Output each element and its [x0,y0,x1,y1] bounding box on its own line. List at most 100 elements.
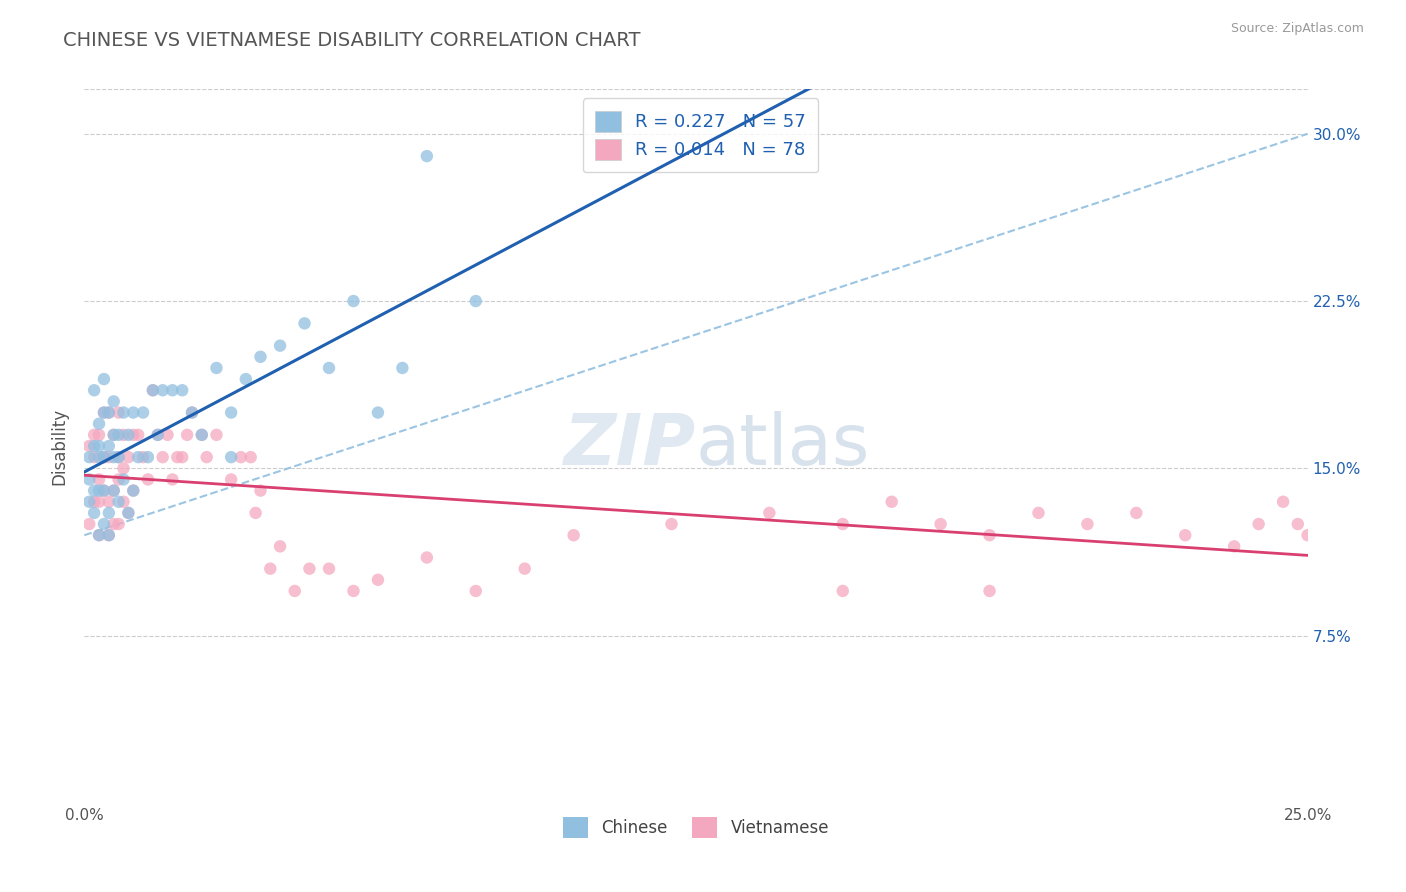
Point [93,483,115,498]
Point [367,573,389,587]
Point [87,427,110,442]
Point [229,450,252,464]
Point [929,516,952,531]
Point [979,583,1001,598]
Point [318,360,340,375]
Point [219,473,242,487]
Point [103,394,125,409]
Point [112,473,135,487]
Point [127,450,149,464]
Point [107,516,129,531]
Point [562,528,585,542]
Point [513,562,536,576]
Point [93,450,115,464]
Point [103,450,125,464]
Point [87,473,110,487]
Point [1247,516,1270,531]
Point [191,427,214,442]
Point [93,372,115,386]
Point [758,506,780,520]
Point [87,483,110,498]
Point [464,293,486,308]
Point [87,450,110,464]
Point [132,405,155,419]
Point [249,350,271,364]
Point [93,405,115,419]
Point [195,450,218,464]
Point [1272,494,1295,508]
Point [107,405,129,419]
Point [880,494,903,508]
Point [103,483,125,498]
Point [77,450,100,464]
Point [83,384,105,398]
Point [205,427,228,442]
Point [661,516,683,531]
Point [93,516,115,531]
Point [117,506,139,520]
Point [416,550,439,565]
Point [97,439,120,453]
Point [122,427,145,442]
Legend: Chinese, Vietnamese: Chinese, Vietnamese [555,811,837,845]
Point [284,583,307,598]
Point [831,583,853,598]
Point [294,316,316,330]
Point [77,473,100,487]
Point [342,583,364,598]
Text: CHINESE VS VIETNAMESE DISABILITY CORRELATION CHART: CHINESE VS VIETNAMESE DISABILITY CORRELA… [63,31,641,50]
Point [83,494,105,508]
Point [181,405,204,419]
Point [112,427,135,442]
Point [117,427,139,442]
Point [107,450,129,464]
Point [146,427,169,442]
Point [97,506,120,520]
Point [136,473,159,487]
Point [235,372,257,386]
Point [162,473,184,487]
Point [831,516,853,531]
Point [1028,506,1050,520]
Point [245,506,267,520]
Point [318,562,340,576]
Point [97,450,120,464]
Point [87,528,110,542]
Point [77,494,100,508]
Point [269,338,291,352]
Point [107,450,129,464]
Point [181,405,204,419]
Point [142,384,165,398]
Point [1174,528,1197,542]
Point [205,360,228,375]
Point [219,405,242,419]
Point [249,483,271,498]
Point [83,439,105,453]
Point [166,450,188,464]
Point [107,427,129,442]
Point [127,427,149,442]
Text: ZIP: ZIP [564,411,696,481]
Point [1286,516,1309,531]
Point [146,427,169,442]
Text: Source: ZipAtlas.com: Source: ZipAtlas.com [1230,22,1364,36]
Point [176,427,198,442]
Point [83,483,105,498]
Point [1223,539,1246,553]
Point [112,494,135,508]
Point [132,450,155,464]
Point [298,562,321,576]
Point [122,483,145,498]
Point [117,506,139,520]
Point [172,384,194,398]
Point [219,450,242,464]
Point [391,360,413,375]
Point [112,405,135,419]
Point [87,528,110,542]
Point [103,427,125,442]
Point [77,516,100,531]
Point [97,528,120,542]
Point [162,384,184,398]
Point [87,417,110,431]
Y-axis label: Disability: Disability [51,408,69,484]
